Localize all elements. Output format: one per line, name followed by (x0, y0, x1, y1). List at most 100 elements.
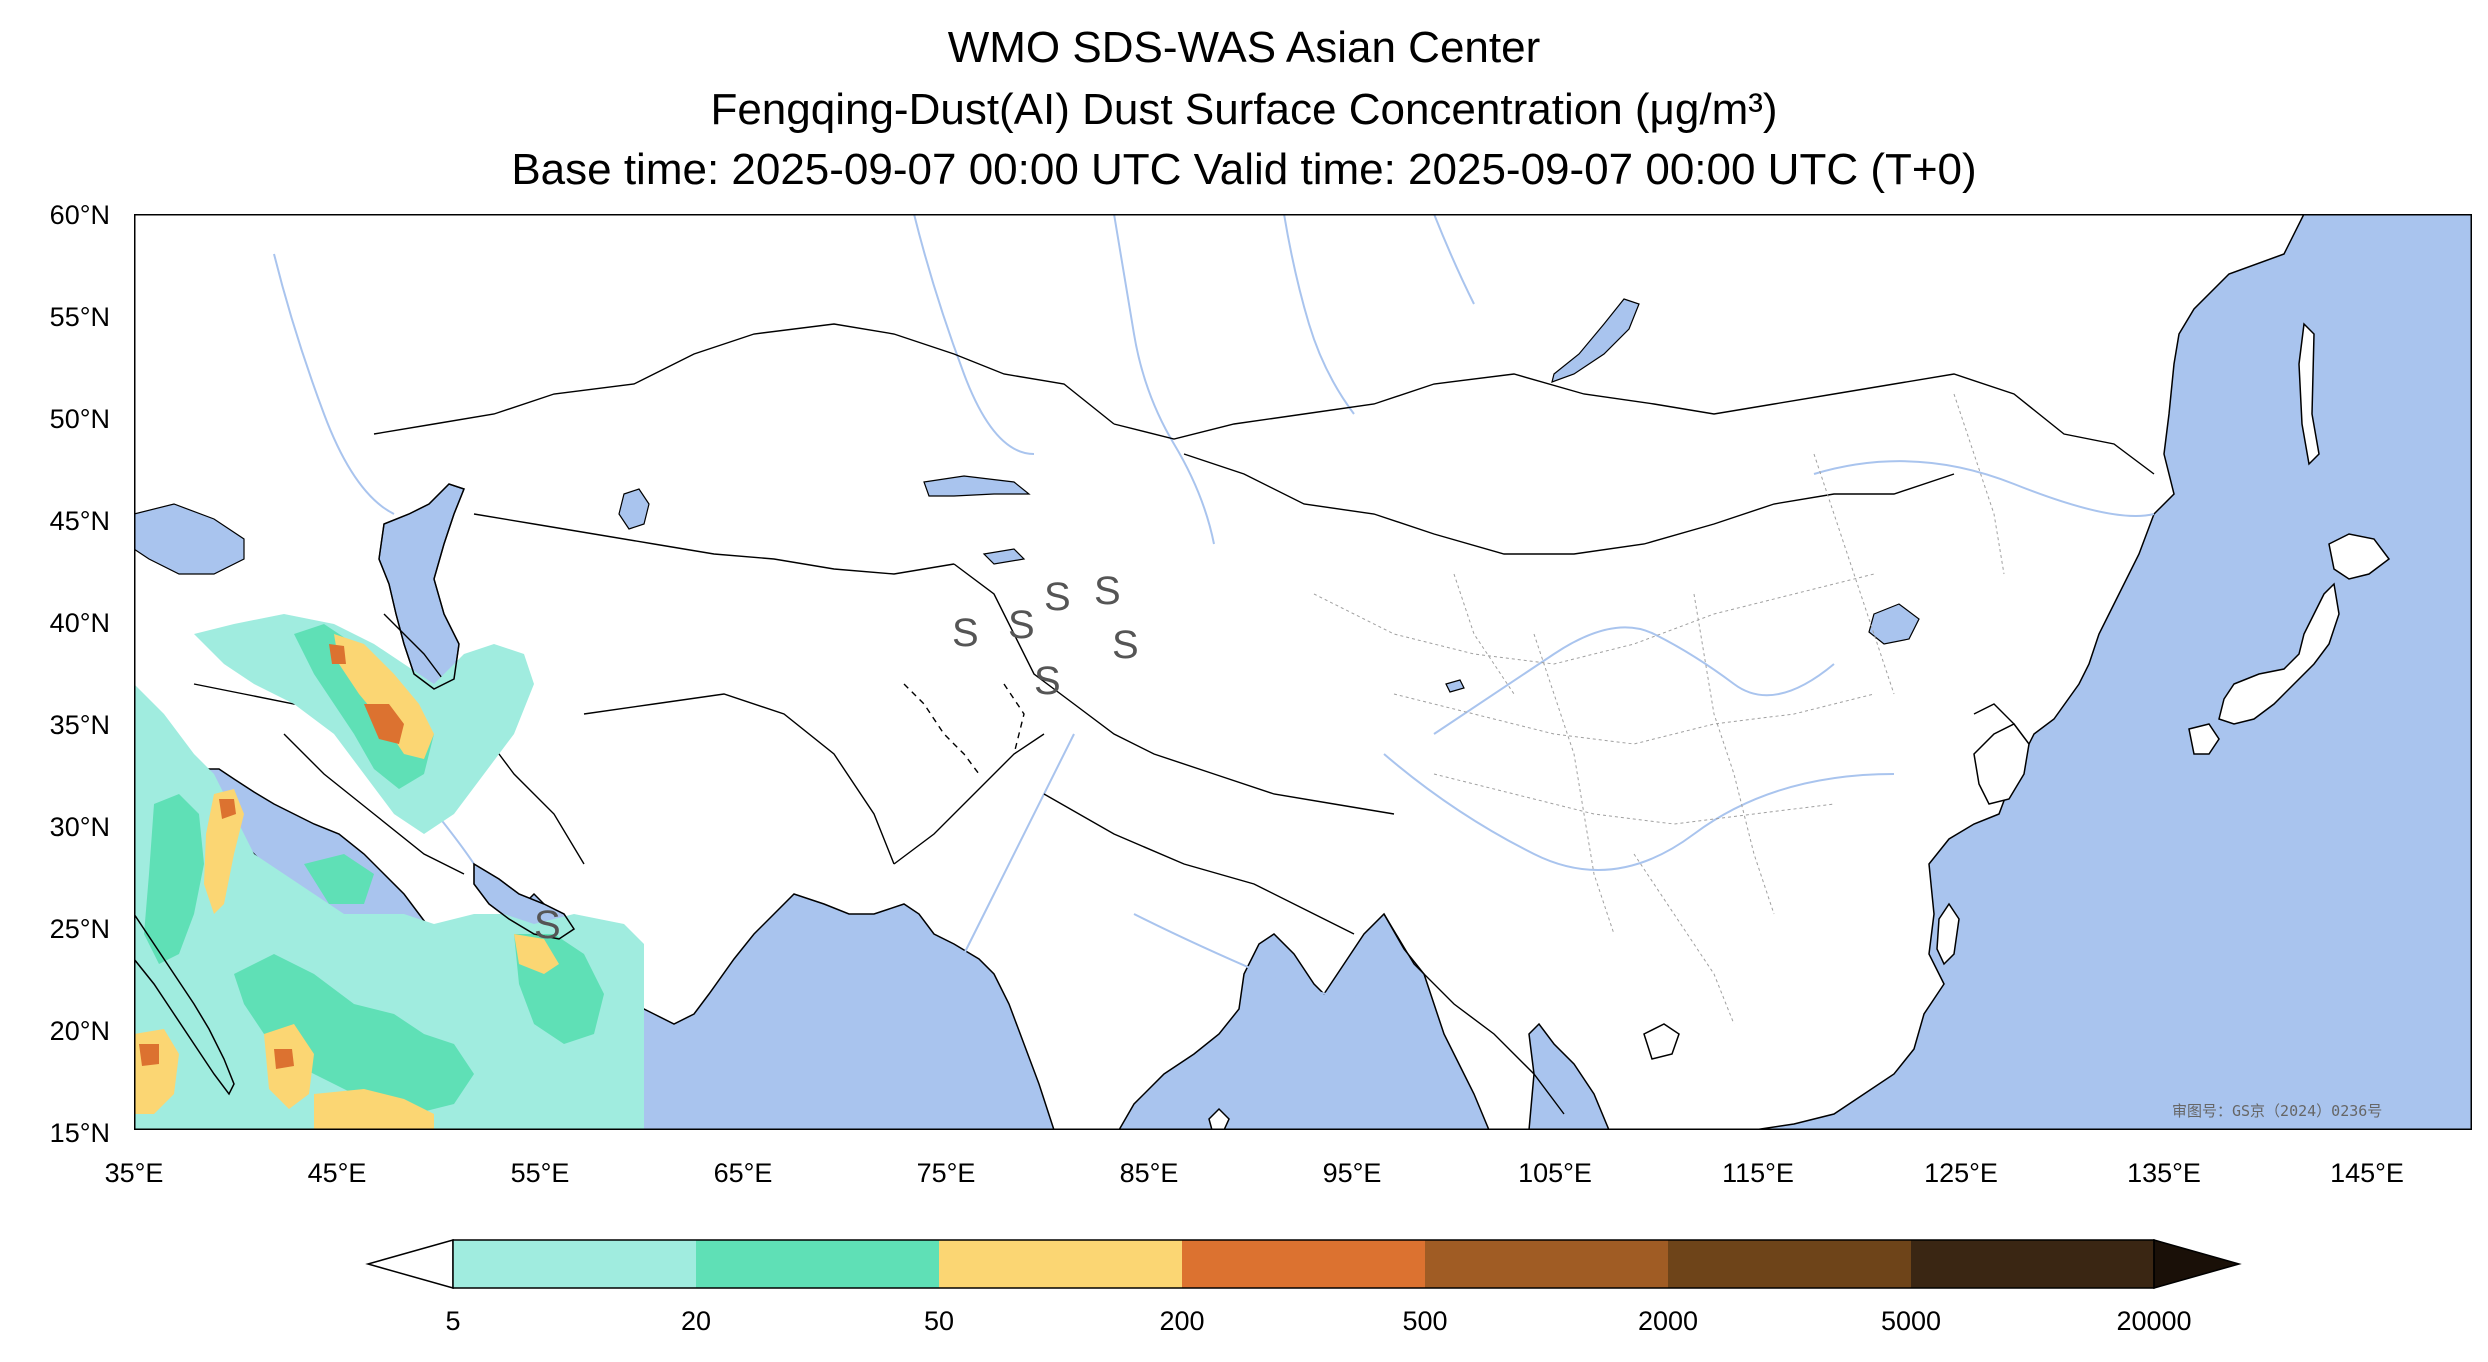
river-yangtze (1383, 753, 1895, 871)
dust-level-20-50-region (234, 954, 474, 1114)
colorbar-bin-20-50 (696, 1240, 939, 1288)
river-indus (953, 733, 1075, 975)
colorbar-extend-low (365, 1239, 454, 1289)
river-volga (273, 253, 395, 515)
province-line-9 (1633, 853, 1735, 1025)
colorbar-label-5: 5 (445, 1306, 461, 1336)
lon-tick-115: 115°E (1722, 1158, 1794, 1188)
dust-concentration-fill (134, 614, 644, 1130)
river-ob (1113, 214, 1215, 545)
border-india-pakistan (893, 733, 1045, 865)
border-china-west (953, 563, 1395, 815)
river-ganges (1133, 913, 1375, 998)
border-korea (1973, 703, 2015, 725)
colorbar-bin-5000-20000 (1911, 1240, 2154, 1288)
border-india-nepal-china (1043, 793, 1355, 935)
lat-tick-45: 45°N (49, 506, 110, 536)
province-line-4 (1533, 633, 1615, 935)
dashed-border-kashmir (903, 683, 980, 775)
map-approval-stamp: 审图号：GS京（2024）0236号 (2172, 1102, 2383, 1120)
river-yenisei (1283, 214, 1355, 415)
china-province-lines (1313, 393, 2005, 1025)
colorbar-label-20000: 20000 (2116, 1306, 2192, 1336)
dust-symbol: S (1112, 623, 1139, 667)
dust-symbol: S (952, 611, 979, 655)
aral-sea (618, 488, 650, 530)
coastlines-overlay (134, 483, 576, 1096)
colorbar-bin-5-20 (453, 1240, 696, 1288)
lon-tick-35: 35°E (104, 1158, 164, 1188)
dust-level-200-500-region (139, 1044, 159, 1066)
colorbar-frame (452, 1239, 2155, 1289)
province-line-6 (1813, 453, 1895, 695)
lon-tick-95: 95°E (1322, 1158, 1382, 1188)
dashed-border-aksai (1003, 683, 1025, 755)
country-borders (193, 323, 2155, 1115)
lake-baikal (1551, 298, 1640, 383)
lon-tick-55: 55°E (510, 1158, 570, 1188)
colorbar-bin-200-500 (1182, 1240, 1425, 1288)
lat-tick-55: 55°N (49, 302, 110, 332)
lat-tick-50: 50°N (49, 404, 110, 434)
lon-tick-135: 135°E (2127, 1158, 2201, 1188)
river-lena (1433, 214, 1475, 305)
sri-lanka-island (1208, 1107, 1230, 1130)
dust-level-200-500-region (274, 1049, 294, 1069)
chart-time-line: Base time: 2025-09-07 00:00 UTC Valid ti… (511, 145, 1977, 194)
province-line-5 (1693, 593, 1775, 915)
dust-level-200-500-region (364, 704, 404, 744)
colorbar-bin-500-2000 (1425, 1240, 1668, 1288)
border-mongolia-china (1183, 453, 1955, 555)
lon-tick-75: 75°E (916, 1158, 976, 1188)
dust-symbol: S (1044, 575, 1071, 619)
dust-symbol: S (1094, 569, 1121, 613)
lon-tick-65: 65°E (713, 1158, 773, 1188)
lat-tick-40: 40°N (49, 608, 110, 638)
river-irtysh (913, 214, 1035, 455)
chart-subtitle: Fengqing-Dust(AI) Dust Surface Concentra… (710, 85, 1778, 134)
colorbar-bin-50-200 (939, 1240, 1182, 1288)
river-amur (1813, 460, 2155, 517)
japan-hokkaido (2328, 533, 2391, 580)
korea-peninsula (1973, 723, 2030, 805)
colorbar-label-50: 50 (923, 1306, 955, 1336)
colorbar-label-200: 200 (1159, 1306, 1205, 1336)
hainan-island (1643, 1023, 1680, 1060)
lon-tick-45: 45°E (307, 1158, 367, 1188)
lat-tick-60: 60°N (49, 200, 110, 230)
dust-symbol: S (1034, 659, 1061, 703)
sakhalin-island (2298, 322, 2320, 466)
dust-level-50-200-region (314, 1089, 434, 1130)
colorbar-bin-2000-5000 (1668, 1240, 1911, 1288)
lon-tick-105: 105°E (1518, 1158, 1592, 1188)
japan-honshu (2218, 582, 2340, 725)
dust-level-200-500-region (329, 644, 346, 664)
red-sea-outline (134, 913, 235, 1096)
dust-symbol: S (534, 903, 561, 947)
map-frame (134, 214, 2472, 1130)
province-line-2 (1393, 693, 1875, 745)
colorbar-label-5000: 5000 (1880, 1306, 1942, 1336)
dust-concentration-map: S S S S S S S (134, 214, 2472, 1130)
lon-tick-145: 145°E (2330, 1158, 2404, 1188)
border-myanmar-laos (1383, 913, 1565, 1115)
colorbar-label-20: 20 (680, 1306, 712, 1336)
border-iraq-saudi (283, 733, 465, 875)
border-kazakhstan-south (473, 513, 955, 575)
lat-tick-30: 30°N (49, 812, 110, 842)
border-afghanistan-pakistan (583, 693, 895, 865)
province-line-3 (1433, 773, 1835, 825)
dust-level-200-500-region (219, 799, 236, 819)
chart-title: WMO SDS-WAS Asian Center (947, 23, 1541, 72)
river-yellow (1433, 626, 1835, 735)
dust-symbol: S (1008, 603, 1035, 647)
persian-gulf-outline (473, 862, 576, 940)
lake-balkhash (923, 475, 1031, 497)
dust-level-20-50-region (294, 624, 434, 789)
dust-weather-symbols: S S S S S S S (534, 569, 1139, 947)
black-sea (134, 503, 245, 575)
lat-tick-25: 25°N (49, 914, 110, 944)
lat-tick-20: 20°N (49, 1016, 110, 1046)
dust-level-20-50-region (304, 854, 374, 904)
issyk-kul (982, 548, 1026, 565)
